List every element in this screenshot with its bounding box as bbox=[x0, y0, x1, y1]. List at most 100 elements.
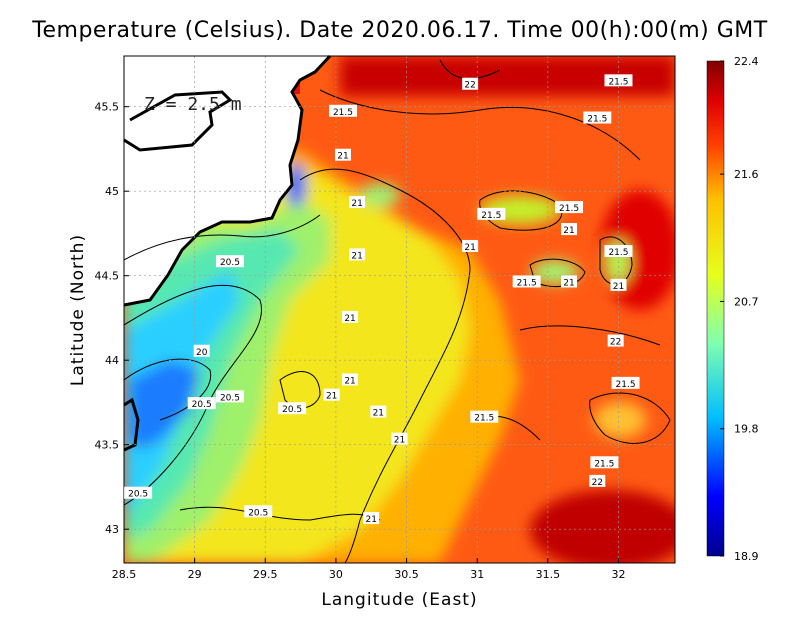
contour-label-bg bbox=[607, 334, 624, 347]
contour-label-bg bbox=[370, 405, 387, 418]
contour-label: 20.5 bbox=[220, 258, 240, 268]
y-axis-ticks: 43 43.5 44 44.5 45 45.5 bbox=[95, 101, 129, 536]
contour-label-bg bbox=[583, 111, 612, 124]
colorbar-tick-label: 18.9 bbox=[734, 550, 759, 563]
contour-label-bg bbox=[610, 278, 627, 291]
colorbar-ticks: 22.4 21.6 20.7 19.8 18.9 bbox=[720, 55, 759, 563]
coastline bbox=[123, 54, 332, 307]
colorbar-tick-label: 22.4 bbox=[734, 55, 759, 68]
x-tick-label: 32 bbox=[611, 568, 625, 581]
contour-label: 20.5 bbox=[220, 393, 240, 403]
contour-label-bg bbox=[124, 486, 153, 499]
colorbar bbox=[706, 60, 725, 557]
grid bbox=[124, 56, 675, 563]
contour-label-bg bbox=[561, 223, 578, 236]
contour-label: 21.5 bbox=[474, 414, 494, 424]
contour-label-bg bbox=[512, 275, 541, 288]
contour-label: 20.5 bbox=[282, 405, 302, 415]
contour-label: 20.5 bbox=[248, 508, 268, 518]
plot-frame bbox=[123, 55, 676, 564]
y-tick-label: 43 bbox=[105, 523, 119, 536]
contour-label: 20 bbox=[196, 348, 208, 358]
contour-label: 21.5 bbox=[587, 115, 607, 125]
contour-label-bg bbox=[187, 397, 216, 410]
contour-label-bg bbox=[193, 344, 210, 357]
contour-label: 22 bbox=[610, 338, 621, 348]
contour-label-bg bbox=[590, 456, 619, 469]
contour-label: 21 bbox=[373, 409, 384, 419]
contour-label-bg bbox=[342, 373, 359, 386]
contour-label-bg bbox=[349, 248, 366, 261]
contour-label: 21.5 bbox=[608, 248, 628, 258]
contour-label-bg bbox=[604, 74, 633, 87]
contour-label: 21 bbox=[366, 515, 377, 525]
y-tick-label: 45 bbox=[105, 185, 119, 198]
contour-label-bg bbox=[589, 474, 606, 487]
x-axis-label: Langitude (East) bbox=[321, 590, 478, 610]
contour-label: 22 bbox=[464, 81, 475, 91]
contour-label-bg bbox=[477, 207, 506, 220]
x-tick-label: 29.5 bbox=[253, 568, 278, 581]
contour-label-bg bbox=[278, 402, 307, 415]
contour-label: 21 bbox=[351, 199, 362, 209]
contour-label: 22 bbox=[592, 478, 603, 488]
contour-label: 21 bbox=[563, 278, 574, 288]
contour-label: 21 bbox=[464, 243, 475, 253]
x-tick-label: 31.5 bbox=[536, 568, 561, 581]
contour-label-bg bbox=[215, 255, 244, 268]
contour-label: 20.5 bbox=[192, 400, 212, 410]
contour-label-bg bbox=[349, 196, 366, 209]
contour-label: 21.5 bbox=[481, 211, 501, 221]
contour-label: 21 bbox=[337, 152, 348, 162]
land-mass bbox=[124, 56, 330, 305]
x-tick-label: 30 bbox=[329, 568, 343, 581]
contour-label: 21.5 bbox=[517, 278, 537, 288]
x-tick-label: 28.5 bbox=[112, 568, 137, 581]
contour-label-bg bbox=[462, 239, 479, 252]
contour-label-bg bbox=[470, 410, 499, 423]
y-tick-label: 44 bbox=[105, 354, 119, 367]
contour-label-bg bbox=[342, 310, 359, 323]
x-tick-label: 30.5 bbox=[394, 568, 419, 581]
colorbar-tick-label: 20.7 bbox=[734, 295, 759, 308]
contour-label: 21 bbox=[351, 251, 362, 261]
contour-label: 21 bbox=[326, 392, 337, 402]
contour-label: 21.5 bbox=[594, 459, 614, 469]
contour-label-bg bbox=[363, 512, 380, 525]
contour-label-bg bbox=[328, 104, 357, 117]
contour-label: 21.5 bbox=[616, 380, 636, 390]
contour-label: 21 bbox=[344, 314, 355, 324]
contour-label-bg bbox=[555, 201, 584, 214]
contour-label-bg bbox=[611, 376, 640, 389]
contour-label-bg bbox=[334, 148, 351, 161]
contour-label-bg bbox=[561, 275, 578, 288]
contour-label: 21.5 bbox=[333, 108, 353, 118]
contour-label: 21 bbox=[394, 436, 405, 446]
y-tick-label: 45.5 bbox=[95, 101, 120, 114]
contour-label-bg bbox=[215, 390, 244, 403]
y-tick-label: 44.5 bbox=[95, 270, 120, 283]
coastline bbox=[123, 397, 140, 452]
y-tick-label: 43.5 bbox=[95, 439, 120, 452]
contour-label-bg bbox=[391, 432, 408, 445]
colorbar-tick-label: 21.6 bbox=[734, 168, 759, 181]
contour-label-bg bbox=[604, 245, 633, 258]
contour-label: 21 bbox=[344, 376, 355, 386]
contour-label-bg bbox=[323, 388, 340, 401]
temperature-field bbox=[124, 56, 675, 563]
contour-label: 20.5 bbox=[128, 490, 148, 500]
contour-label: 21.5 bbox=[608, 77, 628, 87]
contour-labels: 22 21.5 21.5 21.5 21 21 21.5 21.5 21 21 21.5 21 20.5… bbox=[124, 74, 640, 525]
contour-lines bbox=[124, 59, 671, 563]
contour-label: 21.5 bbox=[559, 204, 579, 214]
x-axis-ticks: 28.5 29 29.5 30 30.5 31 31.5 32 bbox=[112, 558, 625, 581]
contour-label: 21 bbox=[613, 282, 624, 292]
x-tick-label: 31 bbox=[470, 568, 484, 581]
colorbar-tick-label: 19.8 bbox=[734, 423, 759, 436]
x-tick-label: 29 bbox=[188, 568, 202, 581]
contour-label-bg bbox=[244, 505, 273, 518]
contour-label: 21 bbox=[563, 226, 574, 236]
coastline bbox=[123, 90, 233, 152]
chart-title: Temperature (Celsius). Date 2020.06.17. … bbox=[32, 18, 768, 43]
